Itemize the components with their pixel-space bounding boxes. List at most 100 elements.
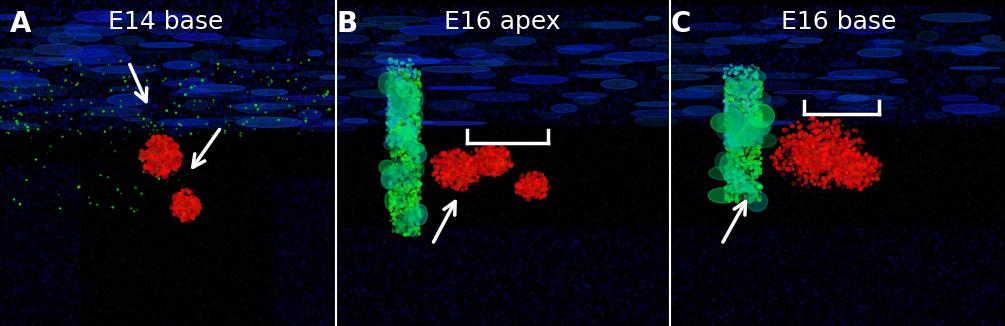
Point [521, 110, 537, 115]
Point [882, 205, 898, 210]
Point [51, 210, 67, 215]
Point [237, 134, 253, 140]
Point [865, 169, 881, 174]
Point [837, 162, 853, 167]
Point [259, 78, 275, 83]
Point [356, 62, 372, 67]
Point [569, 262, 585, 267]
Point [393, 34, 409, 39]
Point [972, 305, 988, 311]
Point [743, 242, 759, 247]
Point [595, 204, 611, 209]
Point [263, 31, 279, 37]
Point [830, 274, 846, 279]
Point [139, 312, 155, 317]
Point [514, 226, 530, 231]
Point [507, 30, 523, 35]
Point [373, 100, 389, 105]
Point [362, 124, 378, 129]
Point [876, 13, 892, 19]
Point [384, 117, 400, 122]
Point [709, 135, 725, 140]
Point [838, 142, 854, 148]
Point [33, 168, 49, 173]
Point [939, 216, 955, 222]
Point [972, 84, 988, 89]
Point [173, 292, 189, 298]
Point [174, 2, 190, 7]
Point [975, 278, 991, 283]
Point [396, 69, 412, 74]
Point [641, 208, 657, 213]
Point [553, 53, 569, 58]
Point [921, 4, 937, 9]
Point [702, 298, 719, 304]
Point [862, 269, 878, 274]
Point [515, 75, 531, 80]
Point [443, 72, 459, 77]
Point [650, 258, 666, 263]
Point [129, 149, 145, 155]
Point [759, 97, 775, 102]
Point [130, 91, 146, 96]
Point [818, 114, 834, 119]
Point [404, 107, 420, 112]
Point [166, 143, 182, 149]
Point [148, 96, 164, 101]
Point [465, 77, 481, 82]
Point [600, 240, 616, 245]
Point [859, 86, 875, 91]
Point [395, 256, 411, 261]
Point [792, 176, 808, 181]
Point [789, 159, 805, 164]
Point [679, 105, 695, 111]
Point [772, 274, 788, 279]
Point [141, 29, 157, 35]
Point [425, 258, 441, 263]
Point [985, 79, 1001, 84]
Point [241, 82, 257, 87]
Point [750, 305, 766, 310]
Point [955, 47, 971, 52]
Point [9, 261, 25, 266]
Point [961, 23, 977, 28]
Point [514, 175, 530, 180]
Point [622, 323, 638, 326]
Point [751, 169, 767, 174]
Point [633, 24, 649, 29]
Point [463, 37, 479, 43]
Point [805, 274, 821, 279]
Point [204, 76, 220, 81]
Point [443, 176, 459, 182]
Point [406, 41, 422, 47]
Point [607, 289, 623, 294]
Point [752, 167, 768, 172]
Point [753, 234, 769, 239]
Point [111, 97, 127, 102]
Point [691, 24, 708, 29]
Point [417, 247, 433, 253]
Point [134, 193, 150, 198]
Point [334, 265, 350, 271]
Point [521, 190, 537, 195]
Point [987, 284, 1003, 289]
Point [915, 308, 931, 314]
Point [169, 37, 185, 42]
Point [78, 251, 94, 256]
Point [467, 172, 483, 177]
Point [542, 317, 558, 322]
Point [952, 57, 968, 62]
Point [789, 224, 805, 230]
Point [737, 16, 753, 21]
Point [466, 69, 482, 75]
Point [240, 118, 256, 123]
Point [474, 221, 490, 227]
Point [4, 125, 20, 130]
Point [575, 319, 591, 324]
Point [42, 232, 58, 237]
Point [174, 41, 190, 46]
Point [494, 121, 511, 126]
Point [677, 82, 693, 88]
Point [893, 126, 910, 131]
Point [670, 117, 686, 122]
